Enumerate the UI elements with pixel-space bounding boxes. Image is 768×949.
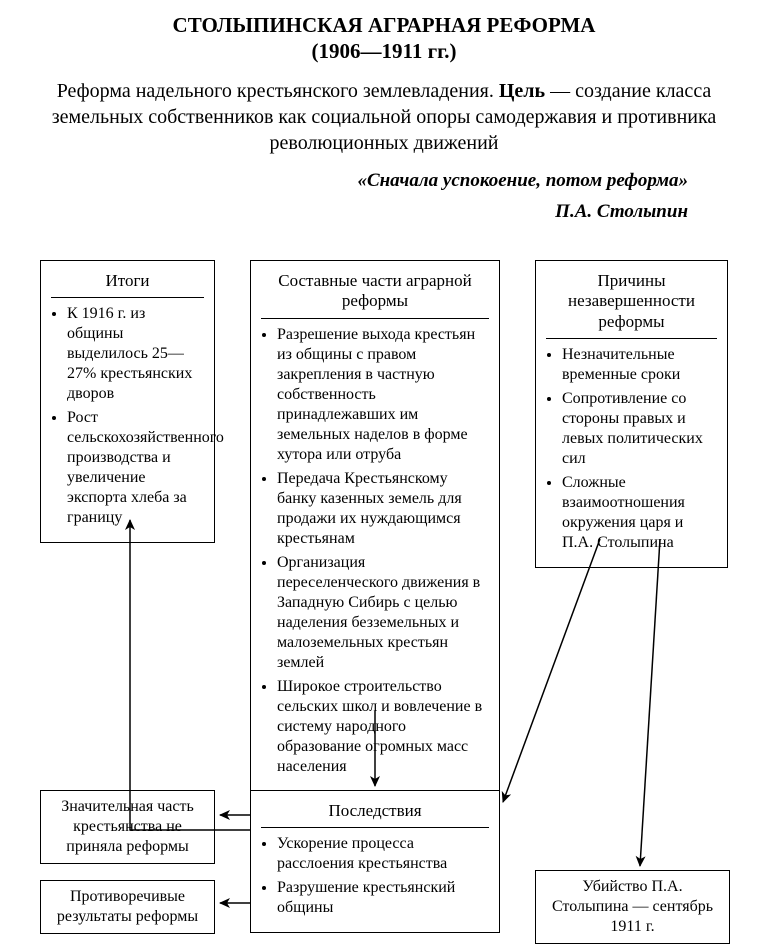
contradictory-box: Противоречивые результаты реформы xyxy=(40,880,215,934)
murder-box: Убийство П.А. Столыпина — сентябрь 1911 … xyxy=(535,870,730,944)
quote-text: «Сначала успокоение, потом реформа» xyxy=(357,170,688,191)
results-box: Итоги К 1916 г. из общины выделилось 25—… xyxy=(40,260,215,543)
results-list: К 1916 г. из общины выделилось 25—27% кр… xyxy=(51,304,204,528)
components-list: Разрешение выхода крестьян из общины с п… xyxy=(261,325,489,777)
reasons-title: Причины незавершенности реформы xyxy=(546,269,717,339)
reasons-list: Незначительные временные сроки Сопротивл… xyxy=(546,345,717,553)
list-item: Организация переселенческого движения в … xyxy=(277,553,489,673)
list-item: К 1916 г. из общины выделилось 25—27% кр… xyxy=(67,304,204,404)
consequences-list: Ускорение процесса расслоения крестьянст… xyxy=(261,834,489,918)
list-item: Сложные взаимоотношения окружения царя и… xyxy=(562,473,717,553)
rejection-text: Значительная часть крестьянства не приня… xyxy=(61,798,194,855)
intro-pre: Реформа надельного крестьянского землевл… xyxy=(57,80,499,102)
rejection-box: Значительная часть крестьянства не приня… xyxy=(40,790,215,864)
intro-paragraph: Реформа надельного крестьянского землевл… xyxy=(40,78,728,156)
list-item: Ускорение процесса расслоения крестьянст… xyxy=(277,834,489,874)
components-title: Составные части аграрной реформы xyxy=(261,269,489,319)
list-item: Сопротивление со стороны правых и левых … xyxy=(562,389,717,469)
list-item: Широкое строительство сельских школ и во… xyxy=(277,677,489,777)
murder-text: Убийство П.А. Столыпина — сентябрь 1911 … xyxy=(552,878,713,935)
title-line-2: (1906—1911 гг.) xyxy=(311,39,456,63)
quote-author: П.А. Столыпин xyxy=(0,199,688,226)
list-item: Незначительные временные сроки xyxy=(562,345,717,385)
reasons-box: Причины незавершенности реформы Незначит… xyxy=(535,260,728,568)
results-title: Итоги xyxy=(51,269,204,298)
title-line-1: СТОЛЫПИНСКАЯ АГРАРНАЯ РЕФОРМА xyxy=(173,13,596,37)
list-item: Передача Крестьянскому банку казенных зе… xyxy=(277,469,489,549)
consequences-title: Последствия xyxy=(261,799,489,828)
page-title: СТОЛЫПИНСКАЯ АГРАРНАЯ РЕФОРМА (1906—1911… xyxy=(0,12,768,65)
goal-label: Цель xyxy=(499,80,545,102)
page: СТОЛЫПИНСКАЯ АГРАРНАЯ РЕФОРМА (1906—1911… xyxy=(0,0,768,949)
list-item: Рост сельскохозяйственного производства … xyxy=(67,408,204,528)
contradictory-text: Противоречивые результаты реформы xyxy=(57,888,198,925)
list-item: Разрешение выхода крестьян из общины с п… xyxy=(277,325,489,465)
consequences-box: Последствия Ускорение процесса расслоени… xyxy=(250,790,500,933)
epigraph: «Сначала успокоение, потом реформа» П.А.… xyxy=(0,168,728,225)
list-item: Разрушение крестьянский общины xyxy=(277,878,489,918)
components-box: Составные части аграрной реформы Разреше… xyxy=(250,260,500,792)
